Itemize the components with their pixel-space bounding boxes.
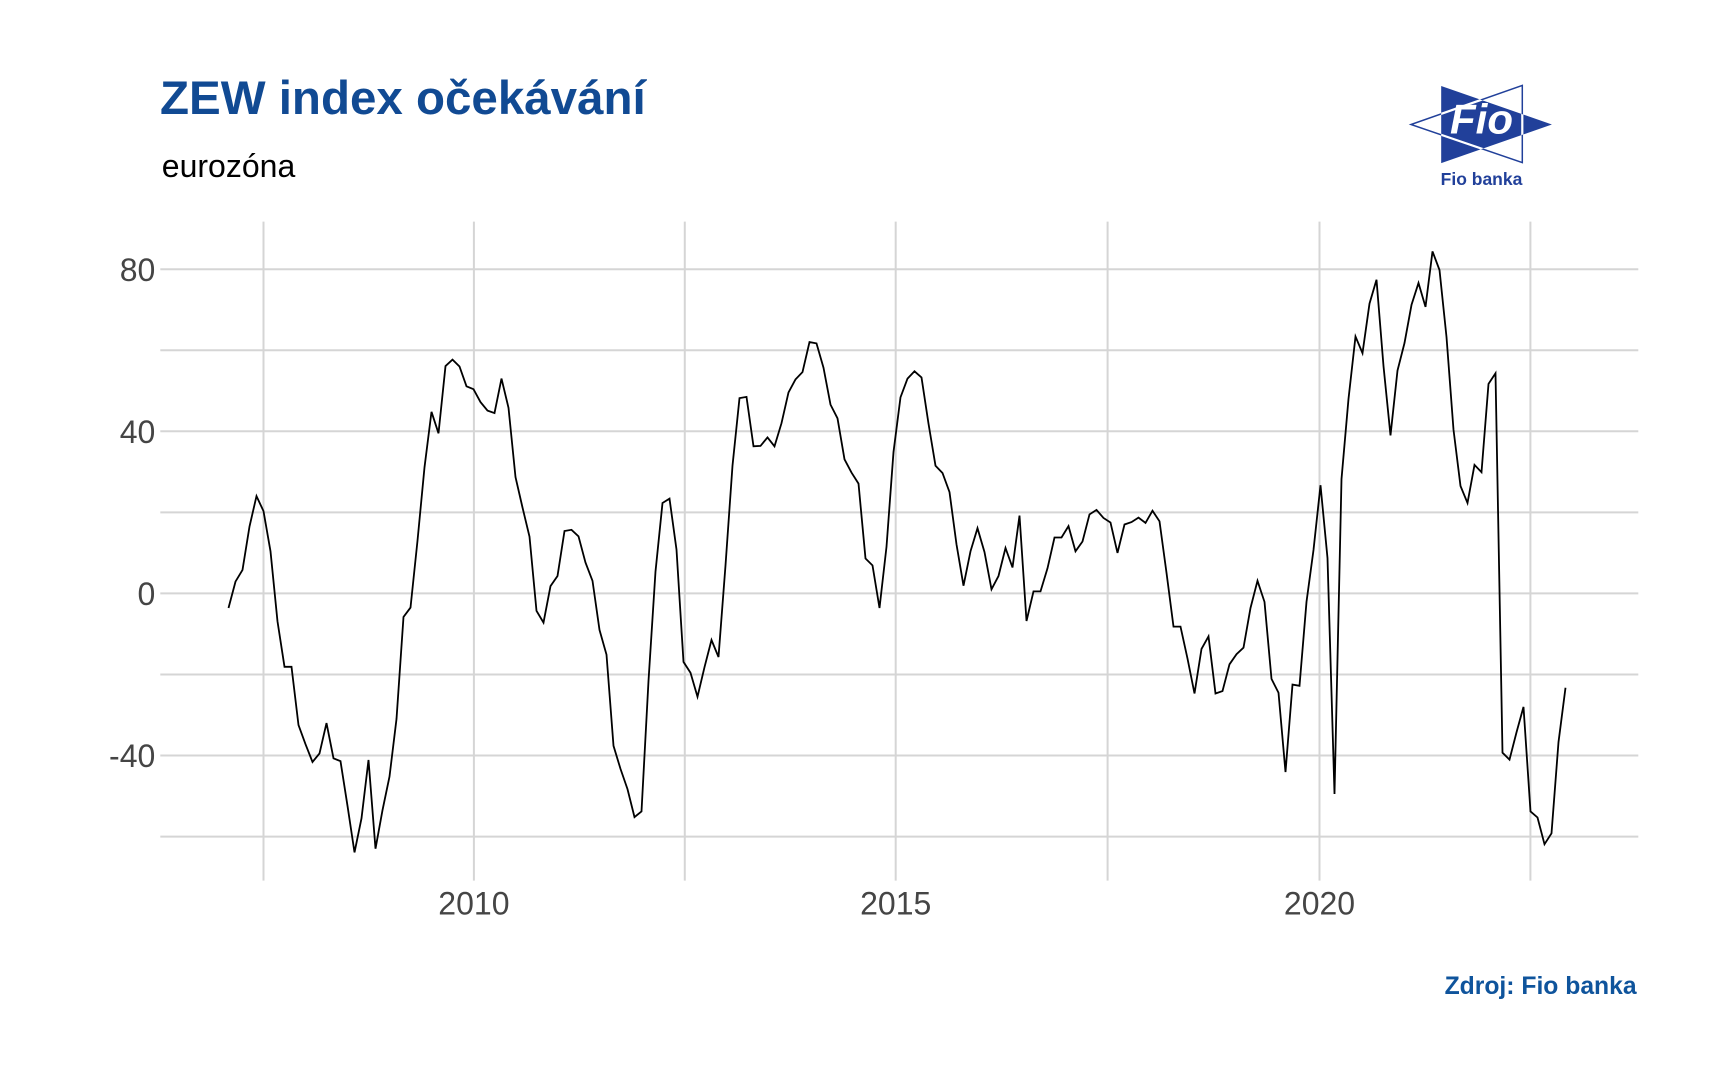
svg-text:Zdroj: Fio banka: Zdroj: Fio banka [1445,973,1637,1000]
svg-text:eurozóna: eurozóna [162,148,296,184]
svg-text:Fio: Fio [1450,95,1513,142]
svg-text:-40: -40 [109,738,155,774]
svg-text:ZEW index očekávání: ZEW index očekávání [160,72,648,125]
svg-text:Fio banka: Fio banka [1441,169,1523,189]
svg-text:0: 0 [138,576,156,612]
svg-text:80: 80 [120,252,156,288]
svg-text:40: 40 [120,414,156,450]
svg-text:2010: 2010 [438,885,509,921]
svg-text:2015: 2015 [860,885,931,921]
svg-text:2020: 2020 [1284,885,1355,921]
